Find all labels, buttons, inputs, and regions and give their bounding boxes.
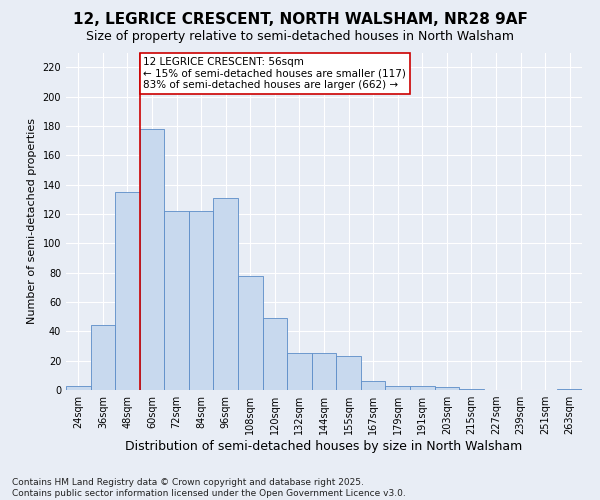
Bar	[410, 386, 434, 390]
Bar	[361, 381, 385, 390]
Text: 12, LEGRICE CRESCENT, NORTH WALSHAM, NR28 9AF: 12, LEGRICE CRESCENT, NORTH WALSHAM, NR2…	[73, 12, 527, 28]
Bar	[336, 356, 361, 390]
Bar	[557, 388, 582, 390]
Bar	[115, 192, 140, 390]
Bar	[189, 211, 214, 390]
Text: Contains HM Land Registry data © Crown copyright and database right 2025.
Contai: Contains HM Land Registry data © Crown c…	[12, 478, 406, 498]
Bar	[214, 198, 238, 390]
Bar	[385, 386, 410, 390]
X-axis label: Distribution of semi-detached houses by size in North Walsham: Distribution of semi-detached houses by …	[125, 440, 523, 453]
Bar	[238, 276, 263, 390]
Bar	[459, 388, 484, 390]
Bar	[312, 354, 336, 390]
Bar	[434, 387, 459, 390]
Bar	[140, 129, 164, 390]
Bar	[263, 318, 287, 390]
Text: Size of property relative to semi-detached houses in North Walsham: Size of property relative to semi-detach…	[86, 30, 514, 43]
Text: 12 LEGRICE CRESCENT: 56sqm
← 15% of semi-detached houses are smaller (117)
83% o: 12 LEGRICE CRESCENT: 56sqm ← 15% of semi…	[143, 57, 406, 90]
Y-axis label: Number of semi-detached properties: Number of semi-detached properties	[27, 118, 37, 324]
Bar	[66, 386, 91, 390]
Bar	[91, 326, 115, 390]
Bar	[164, 211, 189, 390]
Bar	[287, 354, 312, 390]
